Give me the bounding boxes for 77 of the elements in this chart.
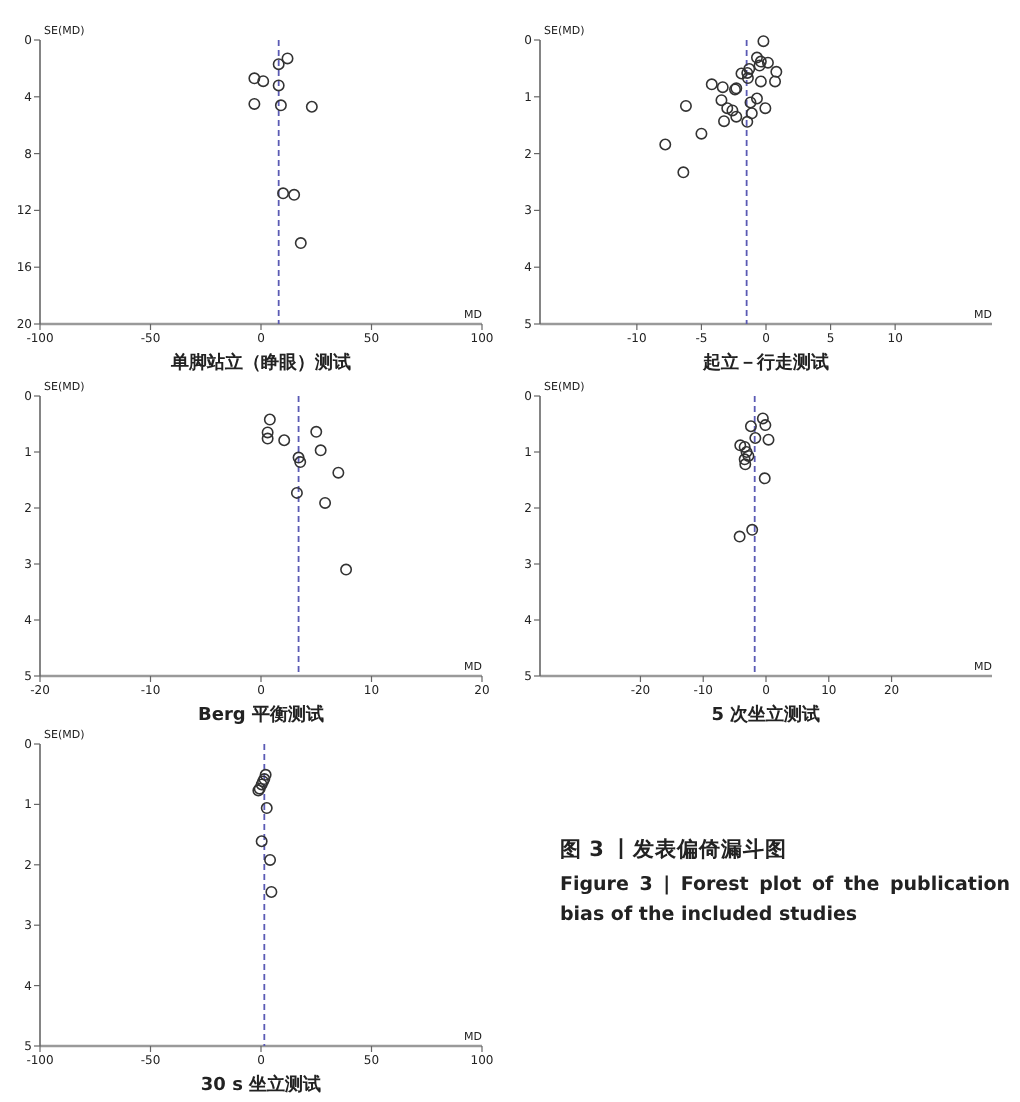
text: 30 s 坐立测试: [200, 1074, 322, 1096]
point: [314, 444, 327, 457]
point: [260, 802, 273, 815]
point: [745, 107, 758, 120]
point: [749, 432, 762, 444]
point: [734, 439, 747, 452]
point: [758, 472, 771, 485]
point: [740, 446, 753, 458]
point: [294, 456, 307, 469]
point: [261, 426, 274, 439]
point: [305, 100, 318, 113]
point: [292, 451, 305, 464]
point: [754, 75, 767, 88]
point: [750, 92, 763, 105]
point: [738, 453, 751, 466]
text: 图 3 丨发表偏倚漏斗图: [560, 836, 790, 864]
point: [265, 885, 278, 898]
point: [695, 127, 708, 140]
point: [753, 59, 766, 72]
point: [261, 432, 274, 445]
point: [281, 52, 294, 65]
point: [744, 96, 757, 109]
point: [705, 78, 718, 91]
point: [746, 523, 759, 536]
point: [735, 67, 748, 80]
point: [769, 75, 782, 88]
point: [726, 104, 739, 117]
point: [759, 102, 772, 115]
point: [677, 166, 690, 179]
point: [741, 72, 754, 85]
point: [679, 99, 692, 112]
point: [744, 420, 757, 433]
point: [715, 94, 728, 107]
point: [730, 110, 743, 123]
point: [290, 486, 303, 499]
point: [310, 425, 323, 438]
point: [264, 853, 277, 866]
point: [272, 58, 285, 71]
point: [278, 434, 291, 447]
point: [741, 115, 754, 128]
point: [257, 75, 270, 88]
point: [743, 62, 756, 75]
point: [294, 237, 307, 250]
point: [259, 768, 272, 781]
point: [721, 102, 734, 115]
point: [659, 138, 672, 151]
point: [761, 56, 774, 69]
point: [770, 65, 783, 78]
point: [718, 115, 731, 128]
text: Berg 平衡测试: [198, 704, 324, 726]
point: [255, 835, 268, 848]
point: [742, 449, 755, 462]
point: [277, 187, 290, 200]
point: [741, 66, 754, 79]
text: 起立－行走测试: [701, 352, 829, 374]
point: [716, 81, 729, 94]
point: [248, 72, 261, 85]
point: [757, 35, 770, 48]
point: [762, 433, 775, 446]
text: 5 次坐立测试: [711, 704, 821, 726]
point: [340, 563, 353, 576]
point: [754, 55, 767, 68]
point: [248, 97, 261, 110]
point: [750, 51, 763, 64]
point: [274, 99, 287, 112]
point: [288, 188, 301, 201]
point: [263, 413, 276, 426]
point: [272, 79, 285, 92]
point: [332, 466, 345, 479]
point: [733, 530, 746, 543]
text: 单脚站立（睁眼）测试: [169, 352, 351, 374]
point: [739, 458, 752, 471]
text: Figure 3 | Forest plot of the publication bias of the included studies: [560, 872, 1010, 930]
point: [319, 496, 332, 509]
point: [759, 419, 772, 432]
point: [756, 412, 769, 425]
point: [738, 440, 751, 453]
